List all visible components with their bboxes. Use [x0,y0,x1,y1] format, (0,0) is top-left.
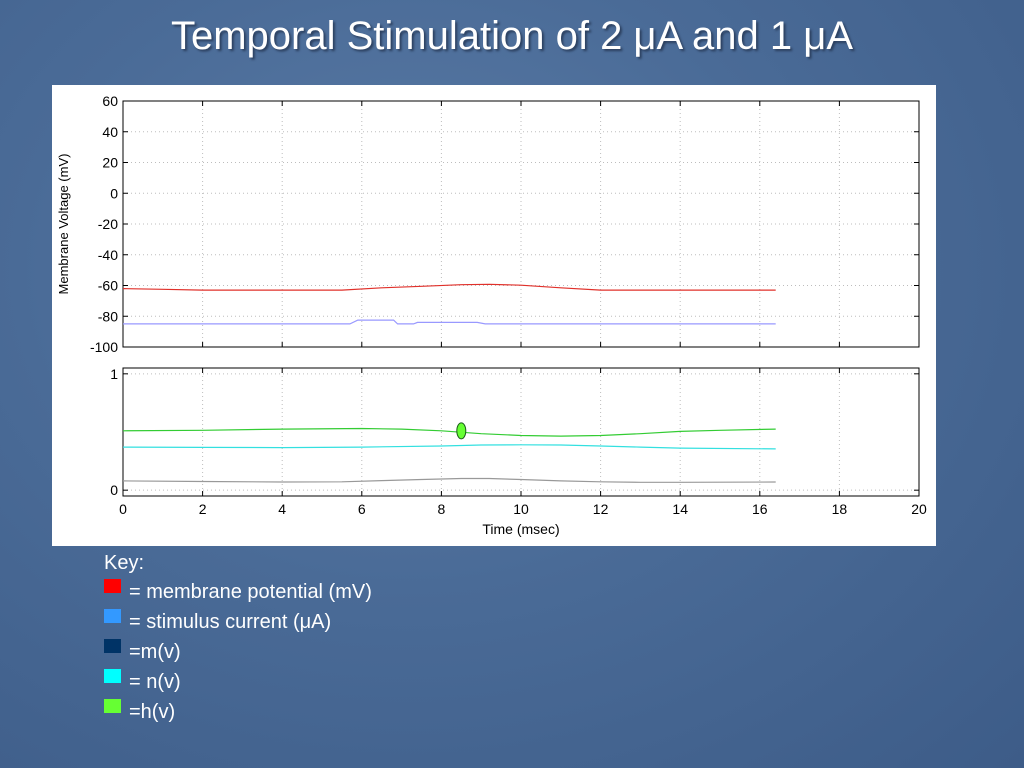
legend-swatch [104,699,121,713]
gating-x-tick-label: 0 [119,501,127,517]
gating-x-tick-label: 20 [911,501,927,517]
legend-item-m-gate: =m(v) [104,639,181,669]
voltage-y-axis-label: Membrane Voltage (mV) [56,154,71,295]
legend-label: =m(v) [129,641,181,663]
gating-y-tick-label: 1 [110,366,118,382]
legend-swatch [104,669,121,683]
legend-label: = n(v) [129,671,181,693]
voltage-y-tick-label: -60 [98,278,118,294]
gating-x-tick-label: 8 [438,501,446,517]
legend-swatch [104,579,121,593]
gating-x-tick-label: 12 [593,501,609,517]
gating-x-tick-label: 16 [752,501,768,517]
gating-x-tick-label: 14 [672,501,688,517]
voltage-y-tick-label: 60 [102,93,118,109]
voltage-y-tick-label: 0 [110,185,118,201]
voltage-y-tick-label: -100 [90,339,118,355]
legend-swatch [104,609,121,623]
gating-series-line [122,427,776,437]
slide-title: Temporal Stimulation of 2 μA and 1 μA [170,14,853,58]
legend-swatch [104,639,121,653]
gating-x-tick-label: 18 [832,501,848,517]
voltage-y-tick-label: 40 [102,124,118,140]
plot-panel: 60 40 20 0 -20 -40 -60 -80 -100 Membrane Voltage … [52,85,936,546]
legend-title: Key: [104,552,145,574]
voltage-y-tick-label: -20 [98,216,118,232]
legend-item-membrane-potential: = membrane potential (mV) [104,579,372,609]
legend-item-stimulus-current: = stimulus current (μA) [104,609,331,639]
voltage-y-tick-label: -40 [98,247,118,263]
gating-x-axis-label: Time (msec) [482,521,559,537]
gating-series-line [122,444,776,450]
voltage-y-tick-label: -80 [98,308,118,324]
gating-x-tick-label: 2 [199,501,207,517]
gating-marker [456,422,467,440]
legend-label: =h(v) [129,701,176,723]
gating-y-tick-label: 0 [110,482,118,498]
gating-x-tick-label: 4 [278,501,286,517]
gating-x-tick-label: 10 [513,501,529,517]
legend-item-n-gate: = n(v) [104,669,181,699]
voltage-series-line [122,283,776,291]
gating-x-tick-label: 6 [358,501,366,517]
legend: Key: = membrane potential (mV) = stimulu… [104,552,372,729]
legend-label: = membrane potential (mV) [129,581,372,603]
voltage-series-line [123,319,776,325]
voltage-y-tick-label: 20 [102,155,118,171]
legend-item-h-gate: =h(v) [104,699,175,729]
gating-series-line [122,477,776,483]
legend-label: = stimulus current (μA) [129,611,332,633]
